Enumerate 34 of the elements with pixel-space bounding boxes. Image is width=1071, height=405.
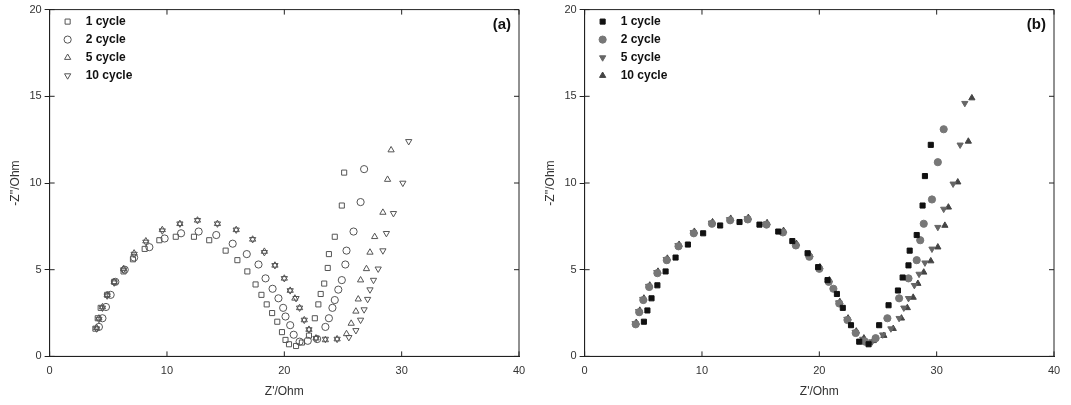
x-tick-label: 20 [813, 364, 826, 377]
annotation: (b) [1026, 15, 1046, 33]
x-tick-label: 0 [581, 364, 588, 377]
y-tick-label: 5 [35, 262, 42, 275]
legend-label: 5 cycle [85, 49, 126, 64]
y-tick-label: 15 [564, 89, 577, 102]
x-tick-label: 10 [160, 364, 174, 377]
legend-label: 10 cycle [620, 67, 668, 82]
y-tick-label: 20 [29, 2, 42, 15]
x-tick-label: 40 [512, 364, 526, 377]
legend-label: 2 cycle [620, 31, 661, 46]
y-tick-label: 10 [564, 176, 577, 189]
legend-label: 5 cycle [620, 49, 661, 64]
x-axis-title: Z'/Ohm [799, 384, 839, 399]
y-tick-label: 15 [29, 89, 42, 102]
y-tick-label: 5 [570, 262, 577, 275]
legend-label: 1 cycle [85, 13, 126, 28]
y-tick-label: 10 [29, 176, 42, 189]
x-tick-label: 30 [930, 364, 943, 377]
y-tick-label: 0 [35, 349, 42, 362]
legend-label: 10 cycle [85, 67, 133, 82]
y-axis-title: -Z''/Ohm [7, 160, 22, 206]
y-tick-label: 20 [564, 2, 577, 15]
x-axis-title: Z'/Ohm [264, 384, 304, 399]
x-tick-label: 20 [278, 364, 291, 377]
x-tick-label: 0 [46, 364, 53, 377]
legend-label: 2 cycle [85, 31, 126, 46]
x-tick-label: 10 [695, 364, 709, 377]
x-tick-label: 30 [395, 364, 408, 377]
y-tick-label: 0 [570, 349, 577, 362]
x-tick-label: 40 [1047, 364, 1061, 377]
annotation: (a) [492, 15, 511, 33]
legend-label: 1 cycle [620, 13, 661, 28]
y-axis-title: -Z''/Ohm [542, 160, 557, 206]
